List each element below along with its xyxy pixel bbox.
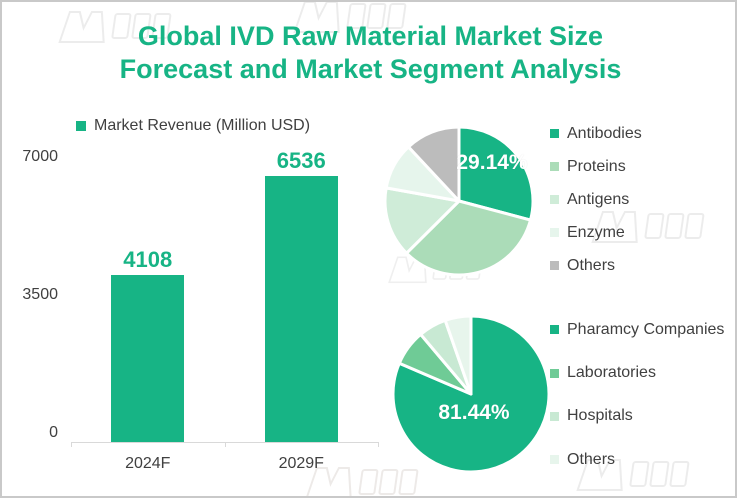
- legend-swatch-others: [550, 455, 559, 465]
- bar-legend-label: Market Revenue (Million USD): [94, 117, 311, 134]
- legend-item-pharamcy-companies: Pharamcy Companies: [550, 308, 724, 351]
- y-tick-label-7000: 7000: [22, 148, 58, 165]
- pie-slice-others: [406, 125, 461, 203]
- legend-label-pharamcy-companies: Pharamcy Companies: [567, 320, 725, 338]
- title-line-2: Forecast and Market Segment Analysis: [119, 54, 622, 84]
- y-tick-label-0: 0: [49, 424, 58, 441]
- pie-slice-antigens: [383, 186, 461, 255]
- legend-item-hospitals: Hospitals: [550, 395, 724, 438]
- bar-chart-legend: Market Revenue (Million USD): [76, 117, 310, 135]
- material-pie-data-label: 29.14%: [456, 151, 528, 174]
- legend-swatch-proteins: [550, 162, 559, 171]
- enduser-pie-data-label: 81.44%: [438, 401, 510, 424]
- legend-swatch-antibodies: [550, 129, 559, 138]
- legend-swatch-laboratories: [550, 368, 559, 378]
- legend-label-others: Others: [567, 256, 616, 274]
- legend-label-antigens: Antigens: [567, 190, 630, 208]
- x-axis-tick-2: [378, 442, 379, 447]
- legend-label-antibodies: Antibodies: [567, 124, 642, 142]
- legend-swatch-hospitals: [550, 411, 559, 421]
- x-axis-tick-1: [224, 442, 226, 447]
- legend-swatch-enzyme: [550, 228, 559, 237]
- legend-item-laboratories: Laboratories: [550, 351, 724, 394]
- bar-2024f: [111, 274, 185, 442]
- legend-label-others: Others: [567, 450, 616, 468]
- enduser-segment-pie: [391, 314, 551, 474]
- x-axis-label-2024f: 2024F: [125, 455, 171, 472]
- title-line-1: Global IVD Raw Material Market Size: [137, 21, 604, 51]
- material-pie-legend: Antibodies Proteins Antigens Enzyme Others: [550, 117, 642, 282]
- legend-swatch: [76, 121, 86, 131]
- legend-label-hospitals: Hospitals: [567, 407, 633, 425]
- bar-value-label-2029f: 6536: [276, 148, 326, 174]
- x-axis-tick-0: [71, 442, 72, 447]
- legend-item-proteins: Proteins: [550, 150, 642, 183]
- legend-label-laboratories: Laboratories: [567, 364, 656, 382]
- legend-label-enzyme: Enzyme: [567, 223, 625, 241]
- bar-2029f: [264, 176, 338, 442]
- pie-slice-antibodies: [457, 125, 535, 222]
- bar-value-label-2024f: 4108: [123, 246, 173, 272]
- legend-item-others: Others: [550, 438, 724, 481]
- legend-swatch-pharamcy-companies: [550, 325, 559, 335]
- page-title: Global IVD Raw Material Market Size Fore…: [2, 20, 735, 86]
- enduser-pie-legend: Pharamcy Companies Laboratories Hospitals O…: [550, 308, 724, 482]
- legend-item-others: Others: [550, 249, 642, 282]
- pie-slice-proteins: [405, 199, 533, 277]
- pie-slice-others: [443, 314, 473, 396]
- legend-item-enzyme: Enzyme: [550, 216, 642, 249]
- legend-label-proteins: Proteins: [567, 157, 626, 175]
- legend-swatch-antigens: [550, 195, 559, 204]
- material-segment-pie: [383, 125, 535, 277]
- x-axis-label-2029f: 2029F: [278, 455, 324, 472]
- legend-item-antibodies: Antibodies: [550, 117, 642, 150]
- legend-swatch-others: [550, 261, 559, 270]
- y-tick-label-3500: 3500: [22, 286, 58, 303]
- legend-item-antigens: Antigens: [550, 183, 642, 216]
